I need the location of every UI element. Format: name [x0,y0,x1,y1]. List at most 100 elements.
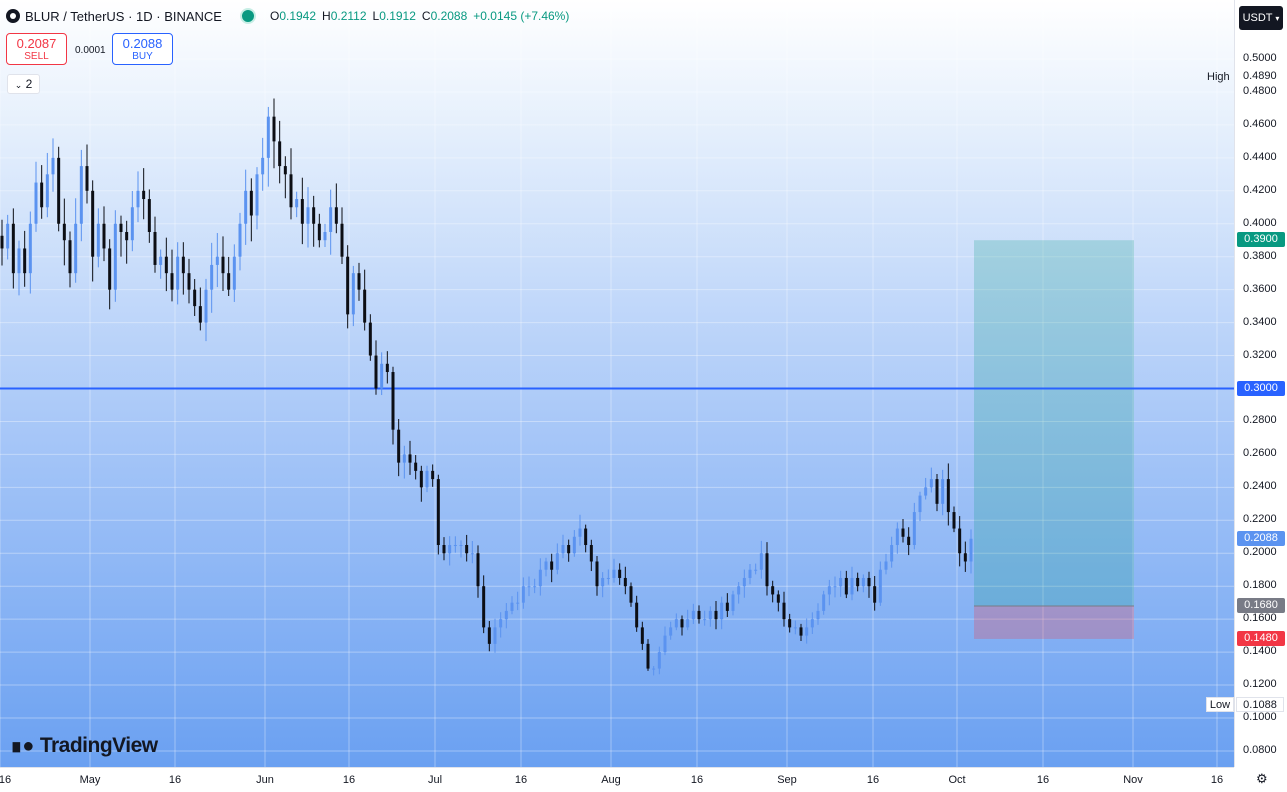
candle-body [442,545,446,554]
candle-body [765,553,769,587]
candle-body [635,602,639,628]
chart-pane[interactable] [0,0,1234,767]
candle-body [788,619,792,628]
time-tick-label: 16 [0,774,12,786]
candle-body [969,538,973,562]
candle-body [295,199,299,208]
candle-body [776,594,780,603]
candle-body [935,479,939,504]
sell-label: SELL [24,51,49,62]
candle-body [561,545,565,554]
candle-body [941,479,945,504]
candle-body [91,190,95,257]
candle-body [385,363,389,373]
price-tick-label: 0.2000 [1243,546,1277,559]
candle-body [572,536,576,554]
time-tick-label: 16 [342,774,356,786]
candle-body [946,479,950,513]
price-tick-label: 0.4200 [1243,183,1277,196]
ohlc-low: L0.1912 [372,9,416,23]
indicator-count: 2 [25,77,33,91]
stop-loss-zone [974,605,1134,639]
candle-body [51,157,55,175]
candlestick-chart[interactable] [0,0,1234,767]
candle-body [918,495,922,513]
candle-body [844,577,848,595]
candle-body [861,577,865,587]
candle-body [521,586,525,603]
stop-price-label: 0.1480 [1237,630,1285,646]
candle-body [312,207,316,224]
candle-body [164,256,168,274]
spread-value: 0.0001 [75,45,106,56]
candle-body [833,586,837,588]
profit-zone [974,240,1134,606]
candle-body [340,223,344,257]
candle-body [119,223,123,232]
currency-selector-button[interactable]: USDT ▾ [1239,6,1283,30]
candle-body [487,627,491,644]
candle-body [771,586,775,595]
candle-body [538,569,542,587]
candle-body [380,363,384,389]
price-tick-label: 0.4800 [1243,84,1277,97]
candle-body [629,586,633,603]
sell-button[interactable]: 0.2087 SELL [6,33,67,65]
time-tick-label: Jul [427,774,443,786]
candle-body [419,470,423,488]
candle-body [601,577,605,587]
candle-body [810,619,814,628]
candle-body [555,553,559,570]
candle-body [493,627,497,644]
candle-body [300,199,304,224]
candle-body [589,545,593,562]
price-tick-label: 0.1600 [1243,612,1277,625]
candle-body [544,561,548,570]
candle-body [470,553,474,555]
candle-body [402,454,406,463]
candle-body [527,586,531,588]
candle-body [686,619,690,628]
candle-body [28,223,32,274]
candle-body [408,454,412,463]
candle-body [482,586,486,628]
candle-body [623,577,627,587]
candle-body [731,594,735,611]
time-tick-label: 16 [690,774,704,786]
candle-body [907,536,911,546]
candle-body [703,619,707,621]
time-tick-label: Aug [601,774,621,786]
candle-body [45,174,49,208]
candle-body [261,157,265,175]
candle-body [884,561,888,570]
candle-body [153,231,157,265]
candle-body [510,602,514,611]
candle-body [646,643,650,669]
indicators-toggle-button[interactable]: ⌄ 2 [7,74,40,94]
candle-body [113,223,117,290]
symbol-title[interactable]: BLUR / TetherUS · 1D · BINANCE [25,8,222,24]
candle-body [414,462,418,471]
low-marker-value: 0.1088 [1236,697,1284,712]
time-axis[interactable]: 16 May 16 Jun 16 Jul 16 Aug 16 Sep 16 Oct 16 Nov 16 [0,767,1234,792]
candle-body [674,619,678,628]
candle-body [431,470,435,480]
tradingview-logo-icon: ∎● [10,735,34,757]
candle-body [193,289,197,307]
time-tick-label: May [79,774,101,786]
candle-body [425,470,429,488]
candle-body [181,256,185,274]
time-tick-label: 16 [1210,774,1224,786]
candle-body [147,199,151,232]
candle-body [215,256,219,265]
candle-body [363,289,367,323]
candle-body [754,569,758,571]
buy-button[interactable]: 0.2088 BUY [112,33,173,65]
price-axis[interactable]: 0.5000 0.4800 0.4600 0.4400 0.4200 0.4000 0.38… [1234,0,1287,767]
candle-body [374,355,378,389]
gear-icon[interactable]: ⚙ [1256,771,1268,786]
time-tick-label: 16 [168,774,182,786]
candle-body [334,207,338,224]
candle-body [584,528,588,546]
